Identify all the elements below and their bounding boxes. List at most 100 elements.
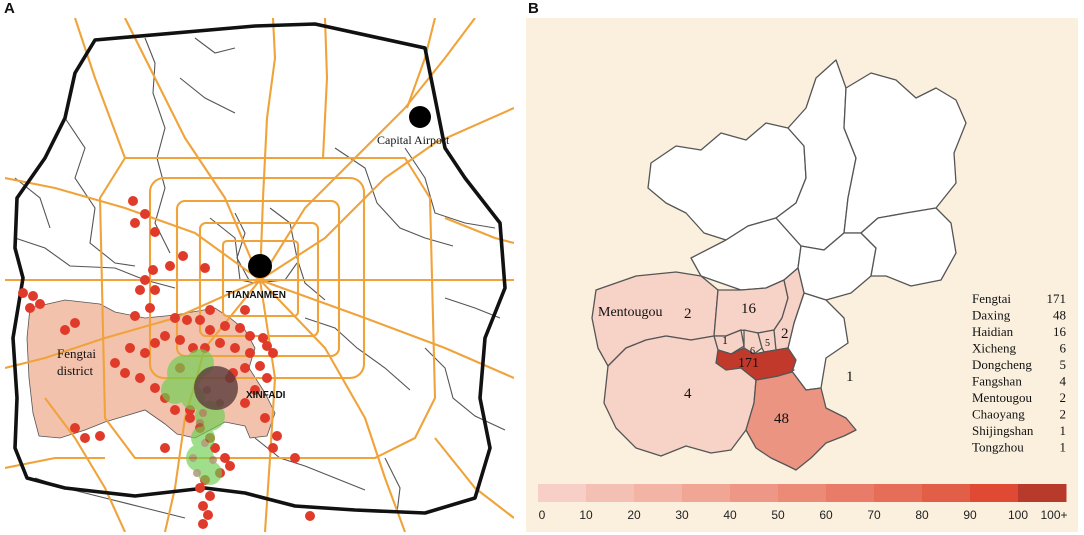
case-point xyxy=(95,431,105,441)
case-point xyxy=(170,405,180,415)
case-point xyxy=(205,305,215,315)
color-scale-segment xyxy=(874,484,923,502)
outer-boundary xyxy=(11,22,507,515)
case-point xyxy=(272,431,282,441)
color-scale-label: 70 xyxy=(867,508,881,522)
beijing-case-map: Capital Airport TIANANMEN Fengtai distri… xyxy=(5,18,514,532)
case-point xyxy=(245,348,255,358)
case-point xyxy=(160,443,170,453)
shijingshan-count-label: 1 xyxy=(722,333,728,347)
color-scale-label: 100 xyxy=(1007,508,1029,522)
case-point xyxy=(140,348,150,358)
legend-district-value: 1 xyxy=(1060,440,1067,455)
color-scale-segment xyxy=(826,484,875,502)
case-point xyxy=(125,343,135,353)
case-point xyxy=(268,443,278,453)
case-point xyxy=(220,453,230,463)
tiananmen-marker xyxy=(248,254,272,278)
tongzhou-count-label: 1 xyxy=(846,369,854,385)
case-point xyxy=(35,299,45,309)
case-point xyxy=(135,373,145,383)
case-point xyxy=(25,303,35,313)
case-point xyxy=(240,398,250,408)
color-scale-segment xyxy=(538,484,587,502)
legend-district-name: Mentougou xyxy=(972,390,1032,405)
legend-district-name: Shijingshan xyxy=(972,423,1034,438)
case-point xyxy=(160,331,170,341)
legend-district-value: 4 xyxy=(1060,374,1067,389)
case-point xyxy=(70,423,80,433)
case-cluster xyxy=(198,461,222,485)
case-point xyxy=(268,348,278,358)
xicheng-count-label: 6 xyxy=(750,346,755,357)
color-scale-label: 30 xyxy=(675,508,689,522)
color-scale-label: 50 xyxy=(771,508,785,522)
color-scale-label: 0 xyxy=(538,508,546,522)
color-scale-segment xyxy=(922,484,971,502)
case-point xyxy=(130,311,140,321)
mentougou-map-label: Mentougou xyxy=(598,305,663,320)
case-point xyxy=(290,453,300,463)
case-point xyxy=(165,261,175,271)
color-scale-segment xyxy=(778,484,827,502)
case-point xyxy=(230,343,240,353)
case-point xyxy=(245,331,255,341)
capital-airport-label: Capital Airport xyxy=(377,133,450,147)
case-point xyxy=(70,318,80,328)
legend-district-name: Xicheng xyxy=(972,341,1017,356)
color-scale-label: 40 xyxy=(723,508,737,522)
fengtai-label-line2: district xyxy=(57,363,93,378)
case-point xyxy=(240,363,250,373)
legend-district-value: 171 xyxy=(1047,291,1067,306)
color-scale-segment xyxy=(970,484,1019,502)
case-point xyxy=(203,510,213,520)
mentougou-count-label: 2 xyxy=(684,306,692,322)
case-point xyxy=(175,335,185,345)
panel-a-letter: A xyxy=(4,0,15,17)
case-point xyxy=(178,251,188,261)
case-point xyxy=(110,358,120,368)
case-point xyxy=(130,218,140,228)
case-point xyxy=(150,227,160,237)
case-point xyxy=(145,303,155,313)
case-point xyxy=(200,263,210,273)
case-point xyxy=(120,368,130,378)
case-point xyxy=(60,325,70,335)
legend-district-name: Dongcheng xyxy=(972,357,1032,372)
case-point xyxy=(210,443,220,453)
color-scale-label: 60 xyxy=(819,508,833,522)
case-point xyxy=(215,338,225,348)
case-point xyxy=(235,323,245,333)
case-point xyxy=(198,519,208,529)
color-scale-segment xyxy=(634,484,683,502)
case-point xyxy=(240,305,250,315)
case-cluster xyxy=(191,426,215,450)
cluster-case-point xyxy=(199,409,207,417)
case-point xyxy=(18,288,28,298)
legend-district-value: 6 xyxy=(1060,341,1067,356)
case-point xyxy=(185,413,195,423)
color-scale-label: 10 xyxy=(579,508,593,522)
case-point xyxy=(198,501,208,511)
case-point xyxy=(135,285,145,295)
legend-district-name: Chaoyang xyxy=(972,407,1025,422)
district-fengtai xyxy=(715,347,797,381)
xinfadi-label: XINFADI xyxy=(246,390,286,401)
case-point xyxy=(140,275,150,285)
color-scale-segment xyxy=(1018,484,1067,502)
legend-district-value: 48 xyxy=(1053,308,1066,323)
road-network xyxy=(5,18,514,532)
case-point xyxy=(148,265,158,275)
case-point xyxy=(140,209,150,219)
legend-district-value: 2 xyxy=(1060,390,1067,405)
district-daxing xyxy=(745,369,857,471)
xinfadi-marker xyxy=(194,366,238,410)
legend-district-value: 1 xyxy=(1060,423,1067,438)
legend-district-value: 2 xyxy=(1060,407,1067,422)
color-scale-label: 90 xyxy=(963,508,977,522)
case-point xyxy=(150,285,160,295)
case-point xyxy=(258,333,268,343)
fengtai-count-label: 171 xyxy=(738,356,759,371)
legend-district-name: Daxing xyxy=(972,308,1011,323)
district-miyun xyxy=(843,72,967,234)
